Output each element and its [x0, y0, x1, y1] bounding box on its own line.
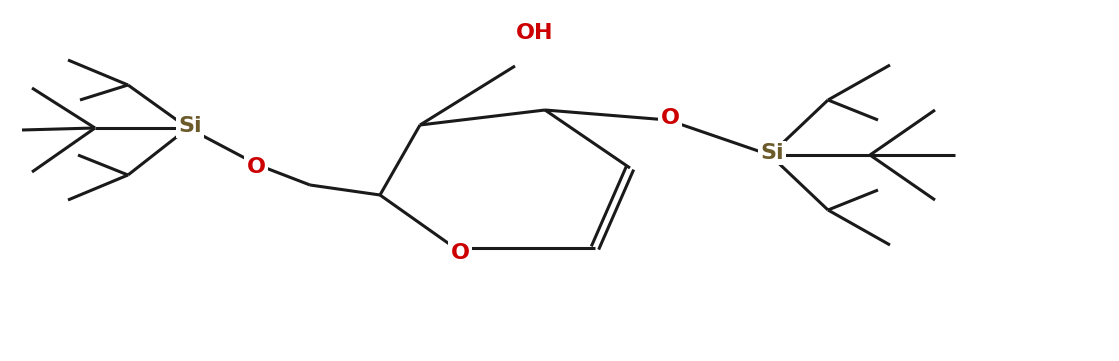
Text: Si: Si: [760, 143, 783, 163]
Text: Si: Si: [178, 116, 201, 136]
Text: OH: OH: [516, 23, 554, 43]
Text: O: O: [660, 108, 679, 128]
Text: O: O: [451, 243, 470, 263]
Text: O: O: [246, 157, 265, 177]
